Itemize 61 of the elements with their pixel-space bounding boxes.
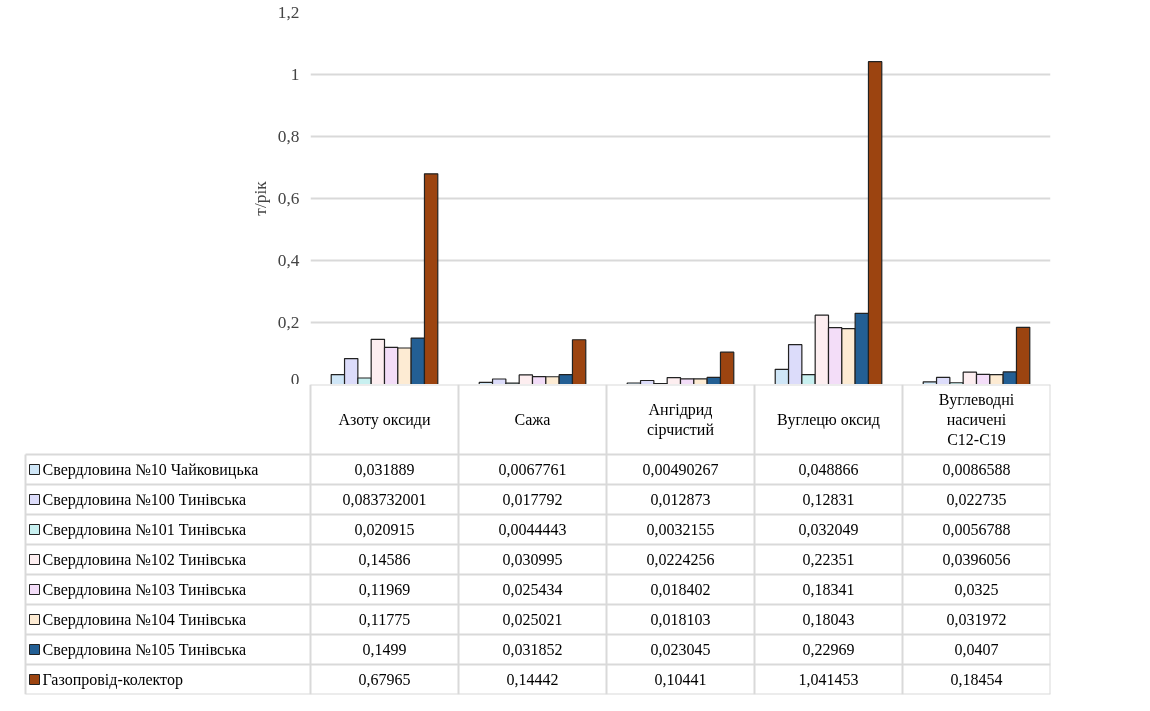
legend-label: Свердловина №102 Тинівська <box>42 551 247 569</box>
data-label: 0,11775 <box>358 611 411 628</box>
data-label: 0,025434 <box>502 581 563 598</box>
x-tick-label: Азоту оксиди <box>338 411 431 429</box>
y-axis-title: т/рік <box>250 180 270 216</box>
data-label: 0,018103 <box>650 611 711 628</box>
data-label: 0,012873 <box>650 491 711 508</box>
data-label: 0,0224256 <box>646 551 715 568</box>
legend-label: Свердловина №101 Тинівська <box>42 521 247 539</box>
data-label: 0,022735 <box>946 491 1007 508</box>
y-tick-label: 0,4 <box>277 251 300 270</box>
legend-label: Свердловина №103 Тинівська <box>42 581 247 599</box>
data-label: 0,0044443 <box>498 521 567 538</box>
data-label: 0,11969 <box>358 581 411 598</box>
data-label: 0,0325 <box>954 581 999 598</box>
data-label: 0,22351 <box>802 551 855 568</box>
data-label: 0,18341 <box>802 581 855 598</box>
legend-label: Свердловина №105 Тинівська <box>42 641 247 659</box>
legend-label: Газопровід-колектор <box>42 671 183 689</box>
data-label: 0,67965 <box>358 671 411 688</box>
data-label: 0,032049 <box>798 521 859 538</box>
y-tick-label: 0,2 <box>277 313 300 332</box>
data-label: 0,0056788 <box>942 521 1011 538</box>
data-label: 0,14586 <box>358 551 411 568</box>
data-label: 0,0067761 <box>498 461 567 478</box>
y-tick-label: 0,6 <box>277 189 300 208</box>
data-label: 0,0407 <box>954 641 999 658</box>
data-label: 0,0086588 <box>942 461 1011 478</box>
legend-label: Свердловина №10 Чайковицька <box>42 461 259 479</box>
data-label: 0,1499 <box>362 641 407 658</box>
data-label: 0,0032155 <box>646 521 715 538</box>
data-label: 0,12831 <box>802 491 855 508</box>
data-label: 0,10441 <box>654 671 707 688</box>
legend-label: Свердловина №100 Тинівська <box>42 491 247 509</box>
data-label: 0,031889 <box>354 461 415 478</box>
y-tick-label: 0,8 <box>277 127 300 146</box>
data-label: 0,083732001 <box>342 491 427 508</box>
data-label: 0,14442 <box>506 671 559 688</box>
x-tick-label: Ангідрид сірчистий <box>647 401 715 439</box>
x-tick-label: Вуглеводні насичені С12-С19 <box>938 391 1015 448</box>
data-label: 0,023045 <box>650 641 711 658</box>
x-tick-label: Сажа <box>514 411 551 428</box>
data-label: 0,22969 <box>802 641 855 658</box>
x-tick-label: Вуглецю оксид <box>777 411 880 429</box>
data-label: 0,00490267 <box>642 461 719 478</box>
y-tick-label: 1 <box>290 65 300 84</box>
data-label: 1,041453 <box>798 671 859 688</box>
data-label: 0,031972 <box>946 611 1007 628</box>
data-label: 0,025021 <box>502 611 563 628</box>
legend-label: Свердловина №104 Тинівська <box>42 611 247 629</box>
y-tick-label: 1,2 <box>277 3 300 22</box>
y-tick-label: 0 <box>290 369 300 389</box>
data-label: 0,0396056 <box>942 551 1011 568</box>
data-label: 0,048866 <box>798 461 859 478</box>
data-label: 0,018402 <box>650 581 711 598</box>
data-label: 0,18043 <box>802 611 855 628</box>
data-label: 0,017792 <box>502 491 563 508</box>
data-label: 0,030995 <box>502 551 563 568</box>
data-label: 0,18454 <box>950 671 1003 688</box>
data-label: 0,031852 <box>502 641 563 658</box>
data-label: 0,020915 <box>354 521 415 538</box>
